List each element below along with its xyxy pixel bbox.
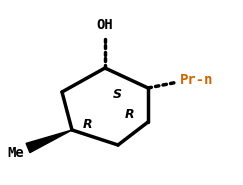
Text: R: R [125, 108, 135, 121]
Polygon shape [26, 130, 72, 153]
Text: Pr-n: Pr-n [180, 73, 214, 87]
Text: OH: OH [97, 18, 113, 32]
Text: R: R [83, 118, 93, 131]
Text: S: S [113, 88, 122, 101]
Text: Me: Me [7, 146, 24, 160]
